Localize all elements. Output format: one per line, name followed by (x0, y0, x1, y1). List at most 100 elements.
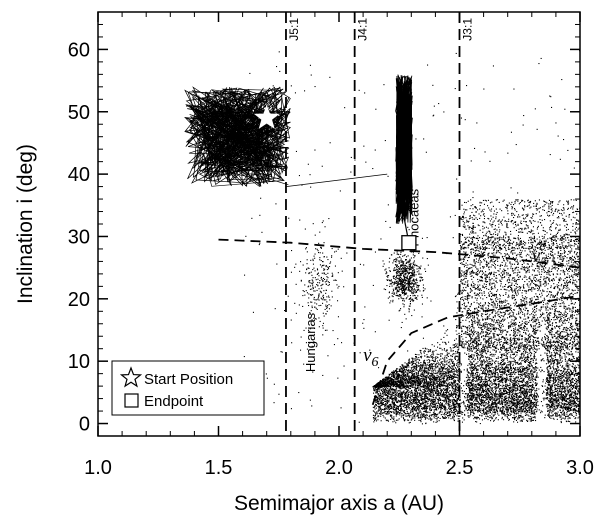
asteroid-point (499, 306, 501, 308)
asteroid-point (525, 395, 527, 397)
asteroid-point (454, 381, 456, 383)
asteroid-point (395, 407, 397, 409)
asteroid-point (532, 327, 534, 329)
asteroid-point (395, 394, 397, 396)
asteroid-point (540, 412, 542, 414)
asteroid-point (495, 409, 497, 411)
asteroid-point (381, 400, 383, 402)
asteroid-point (498, 396, 500, 398)
asteroid-point (506, 342, 508, 344)
asteroid-point (386, 376, 388, 378)
asteroid-point (486, 329, 488, 331)
asteroid-point (529, 341, 531, 343)
asteroid-point (469, 389, 471, 391)
asteroid-point (510, 348, 512, 350)
asteroid-point (523, 396, 525, 398)
asteroid-point (470, 409, 472, 411)
asteroid-point (576, 388, 578, 390)
asteroid-point (393, 389, 395, 391)
asteroid-point (494, 406, 496, 408)
asteroid-point (452, 412, 454, 414)
asteroid-point (515, 409, 517, 411)
asteroid-point (472, 364, 474, 366)
asteroid-point (518, 414, 520, 416)
asteroid-point (508, 360, 510, 362)
asteroid-point (521, 324, 523, 326)
asteroid-point (447, 368, 449, 370)
asteroid-point (568, 405, 570, 407)
asteroid-point (481, 402, 483, 404)
asteroid-point (475, 373, 477, 375)
asteroid-point (472, 367, 474, 369)
asteroid-point (388, 384, 390, 386)
asteroid-point (393, 401, 395, 403)
asteroid-point (439, 403, 441, 405)
asteroid-point (450, 367, 452, 369)
asteroid-point (493, 379, 495, 381)
asteroid-point (436, 353, 438, 355)
asteroid-point (551, 415, 553, 417)
asteroid-point (506, 309, 508, 311)
asteroid-point (576, 358, 578, 360)
asteroid-point (429, 418, 431, 420)
asteroid-point (483, 402, 485, 404)
asteroid-point (422, 373, 424, 375)
asteroid-point (431, 354, 433, 356)
asteroid-point (392, 421, 394, 423)
asteroid-point (433, 360, 435, 362)
asteroid-point (524, 400, 526, 402)
asteroid-point (559, 382, 561, 384)
asteroid-point (574, 402, 576, 404)
asteroid-point (559, 353, 561, 355)
asteroid-point (478, 376, 480, 378)
asteroid-point (559, 405, 561, 407)
asteroid-point (388, 406, 390, 408)
asteroid-point (568, 368, 570, 370)
asteroid-point (528, 348, 530, 350)
asteroid-point (501, 360, 503, 362)
asteroid-point (451, 405, 453, 407)
asteroid-point (535, 405, 537, 407)
asteroid-point (533, 402, 535, 404)
asteroid-point (527, 373, 529, 375)
asteroid-point (485, 392, 487, 394)
asteroid-point (451, 378, 453, 380)
asteroid-point (397, 400, 399, 402)
asteroid-point (544, 385, 546, 387)
asteroid-point (384, 383, 386, 385)
asteroid-point (553, 408, 555, 410)
asteroid-point (559, 364, 561, 366)
asteroid-point (417, 399, 419, 401)
asteroid-point (472, 375, 474, 377)
asteroid-point (550, 330, 552, 332)
asteroid-point (450, 369, 452, 371)
asteroid-point (502, 388, 504, 390)
asteroid-point (495, 411, 497, 413)
asteroid-point (478, 394, 480, 396)
asteroid-point (434, 382, 436, 384)
asteroid-point (553, 334, 555, 336)
asteroid-point (495, 389, 497, 391)
asteroid-point (566, 395, 568, 397)
asteroid-point (536, 308, 538, 310)
asteroid-point (520, 394, 522, 396)
asteroid-point (454, 346, 456, 348)
asteroid-point (578, 376, 580, 378)
asteroid-point (547, 346, 549, 348)
asteroid-point (531, 409, 533, 411)
asteroid-point (517, 363, 519, 365)
asteroid-point (410, 383, 412, 385)
asteroid-point (443, 348, 445, 350)
asteroid-point (455, 376, 457, 378)
asteroid-point (405, 407, 407, 409)
asteroid-point (529, 361, 531, 363)
asteroid-point (432, 375, 434, 377)
asteroid-point (515, 403, 517, 405)
asteroid-point (450, 376, 452, 378)
asteroid-point (519, 344, 521, 346)
asteroid-point (555, 399, 557, 401)
asteroid-point (559, 380, 561, 382)
asteroid-point (542, 397, 544, 399)
asteroid-point (523, 354, 525, 356)
asteroid-point (515, 355, 517, 357)
